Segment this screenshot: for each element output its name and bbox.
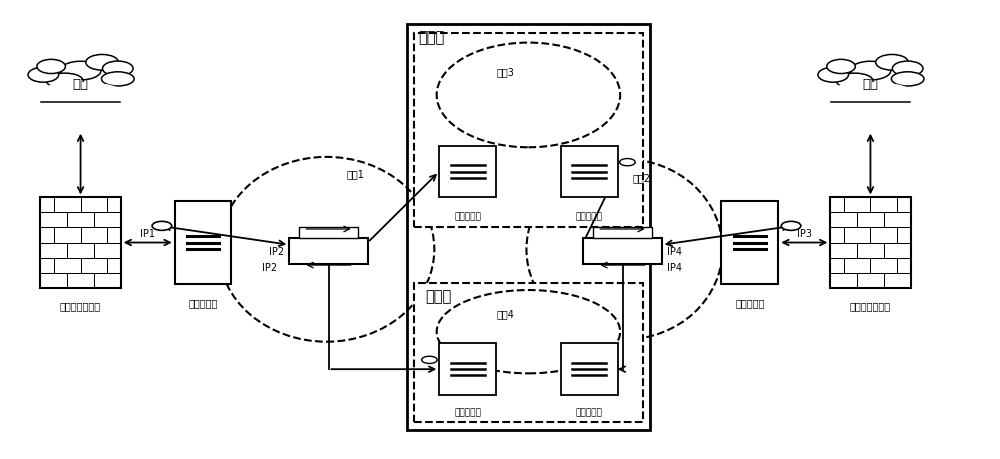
Bar xyxy=(107,198,121,213)
Circle shape xyxy=(152,222,172,231)
Bar xyxy=(830,243,857,258)
Bar xyxy=(40,273,67,288)
Circle shape xyxy=(781,222,801,231)
Text: 子网4: 子网4 xyxy=(496,308,514,318)
Circle shape xyxy=(422,357,437,364)
Bar xyxy=(870,258,897,273)
Bar xyxy=(857,213,884,228)
Text: IP1: IP1 xyxy=(140,229,155,239)
Bar xyxy=(175,202,231,285)
Ellipse shape xyxy=(103,62,133,77)
Bar xyxy=(857,243,884,258)
Ellipse shape xyxy=(28,68,59,83)
Bar xyxy=(94,273,121,288)
Bar xyxy=(81,198,107,213)
Ellipse shape xyxy=(830,83,911,101)
Text: 内网接收端: 内网接收端 xyxy=(576,212,603,220)
Bar xyxy=(844,198,870,213)
Text: 子网2: 子网2 xyxy=(632,173,650,183)
Ellipse shape xyxy=(37,60,65,74)
Bar xyxy=(830,273,857,288)
Bar xyxy=(94,243,121,258)
Bar xyxy=(54,198,81,213)
Bar xyxy=(81,258,107,273)
Bar xyxy=(40,228,54,243)
Text: 内网: 内网 xyxy=(862,78,878,90)
Bar xyxy=(844,228,870,243)
Text: 虚拟机: 虚拟机 xyxy=(419,30,445,45)
Ellipse shape xyxy=(101,73,134,87)
Bar xyxy=(857,273,884,288)
Text: IP2: IP2 xyxy=(269,246,284,256)
Text: 外网接收端: 外网接收端 xyxy=(454,408,481,417)
Bar xyxy=(299,227,358,238)
Text: 外网控制端: 外网控制端 xyxy=(188,297,218,307)
Bar xyxy=(54,258,81,273)
Bar xyxy=(830,258,844,273)
Ellipse shape xyxy=(876,56,908,71)
Bar xyxy=(94,213,121,228)
Bar xyxy=(414,34,643,227)
Bar xyxy=(897,198,911,213)
Text: 外网: 外网 xyxy=(73,78,89,90)
Text: 内网控制端: 内网控制端 xyxy=(735,297,765,307)
Bar xyxy=(884,213,911,228)
Text: 子网1: 子网1 xyxy=(346,169,364,179)
Bar xyxy=(407,25,650,430)
Bar xyxy=(40,213,67,228)
Bar xyxy=(40,198,54,213)
Text: 虚拟机: 虚拟机 xyxy=(426,289,452,304)
Bar xyxy=(561,343,618,395)
Ellipse shape xyxy=(891,73,924,87)
Bar xyxy=(107,228,121,243)
Bar xyxy=(67,213,94,228)
Bar xyxy=(561,146,618,198)
Bar xyxy=(107,258,121,273)
Bar xyxy=(897,228,911,243)
Text: 内网隔离防火墙: 内网隔离防火墙 xyxy=(850,301,891,311)
Ellipse shape xyxy=(836,74,873,90)
Ellipse shape xyxy=(818,68,848,83)
Ellipse shape xyxy=(60,62,101,81)
Bar xyxy=(583,238,662,264)
Ellipse shape xyxy=(892,62,923,77)
Bar xyxy=(54,228,81,243)
Ellipse shape xyxy=(40,83,121,101)
Text: 子网3: 子网3 xyxy=(496,67,514,77)
Circle shape xyxy=(620,159,635,167)
Bar xyxy=(830,198,844,213)
Bar xyxy=(844,258,870,273)
Ellipse shape xyxy=(827,60,855,74)
Bar xyxy=(830,228,844,243)
Bar xyxy=(40,258,54,273)
Bar xyxy=(439,146,496,198)
Ellipse shape xyxy=(850,62,891,81)
Bar xyxy=(884,273,911,288)
Text: IP3: IP3 xyxy=(797,229,812,239)
Ellipse shape xyxy=(86,56,118,71)
Text: 内网发送端: 内网发送端 xyxy=(576,408,603,417)
Bar xyxy=(67,243,94,258)
Bar xyxy=(289,238,368,264)
Text: 外网隔离防火墙: 外网隔离防火墙 xyxy=(60,301,101,311)
Text: IP4: IP4 xyxy=(667,246,682,256)
Bar xyxy=(439,343,496,395)
Text: 外网发送端: 外网发送端 xyxy=(454,212,481,220)
Bar xyxy=(897,258,911,273)
Bar xyxy=(721,202,778,285)
Bar xyxy=(40,198,121,288)
Bar xyxy=(830,213,857,228)
Bar xyxy=(593,227,652,238)
Bar xyxy=(67,273,94,288)
Bar xyxy=(870,228,897,243)
Bar xyxy=(40,243,67,258)
Text: IP4: IP4 xyxy=(667,263,682,273)
Bar xyxy=(830,198,911,288)
Bar xyxy=(81,228,107,243)
Bar xyxy=(870,198,897,213)
Bar xyxy=(414,284,643,422)
Ellipse shape xyxy=(47,74,83,90)
Bar xyxy=(884,243,911,258)
Text: IP2: IP2 xyxy=(262,263,277,273)
